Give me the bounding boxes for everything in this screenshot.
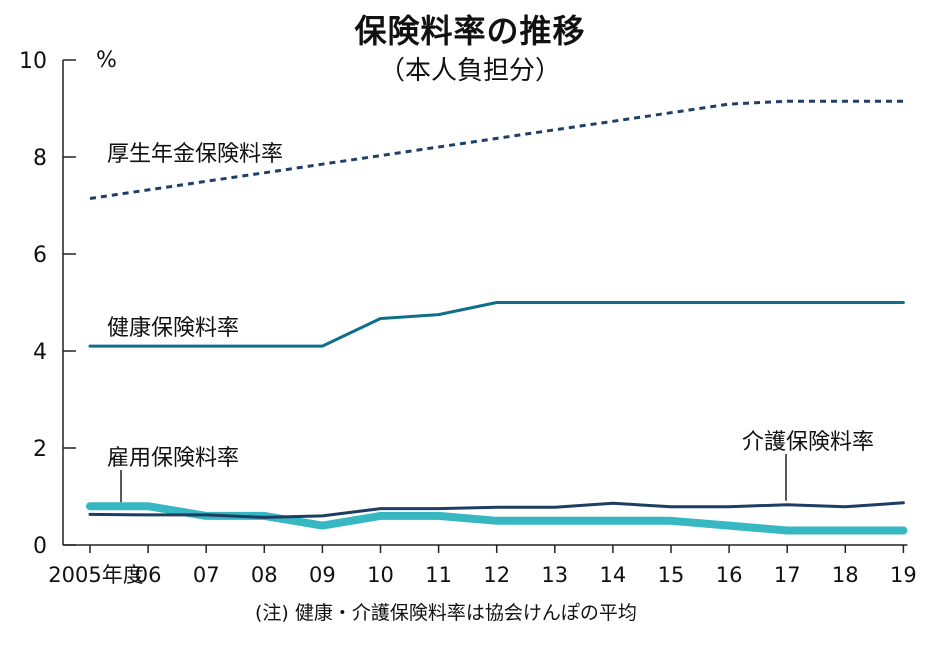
x-tick-label: 12 xyxy=(483,563,510,587)
y-tick-label: 8 xyxy=(33,146,47,171)
y-tick-label: 2 xyxy=(33,437,47,462)
x-tick-label: 19 xyxy=(890,563,917,587)
x-tick-label: 09 xyxy=(309,563,336,587)
chart-subtitle: （本人負担分） xyxy=(378,56,561,86)
y-axis-unit: % xyxy=(96,48,117,73)
chart-title: 保険料率の推移 xyxy=(354,12,586,50)
x-tick-label: 13 xyxy=(541,563,568,587)
series-label-care: 介護保険料率 xyxy=(742,430,875,455)
x-tick-label: 10 xyxy=(367,563,394,587)
care-rate-line xyxy=(88,501,905,519)
x-tick-label: 18 xyxy=(832,563,859,587)
employment-rate-line xyxy=(86,502,908,535)
x-tick-label: 07 xyxy=(193,563,220,587)
x-tick-label: 06 xyxy=(135,563,162,587)
y-tick-label: 0 xyxy=(33,534,47,559)
pension-rate-line xyxy=(89,99,904,200)
x-tick-label: 16 xyxy=(716,563,743,587)
x-tick-label: 08 xyxy=(251,563,278,587)
series-label-employment: 雇用保険料率 xyxy=(107,446,240,471)
series-label-health: 健康保険料率 xyxy=(107,316,240,341)
y-tick-label: 4 xyxy=(33,340,47,365)
chart-note: (注) 健康・介護保険料率は協会けんぽの平均 xyxy=(255,602,637,624)
x-tick-label: 15 xyxy=(658,563,685,587)
x-tick-label: 11 xyxy=(425,563,452,587)
y-tick-label: 10 xyxy=(19,49,47,74)
health-rate-line xyxy=(88,301,905,348)
x-tick-label: 2005年度 xyxy=(48,563,143,587)
x-tick-label: 14 xyxy=(600,563,627,587)
y-tick-label: 6 xyxy=(33,243,47,268)
series-label-pension: 厚生年金保険料率 xyxy=(107,142,284,167)
x-tick-label: 17 xyxy=(774,563,801,587)
